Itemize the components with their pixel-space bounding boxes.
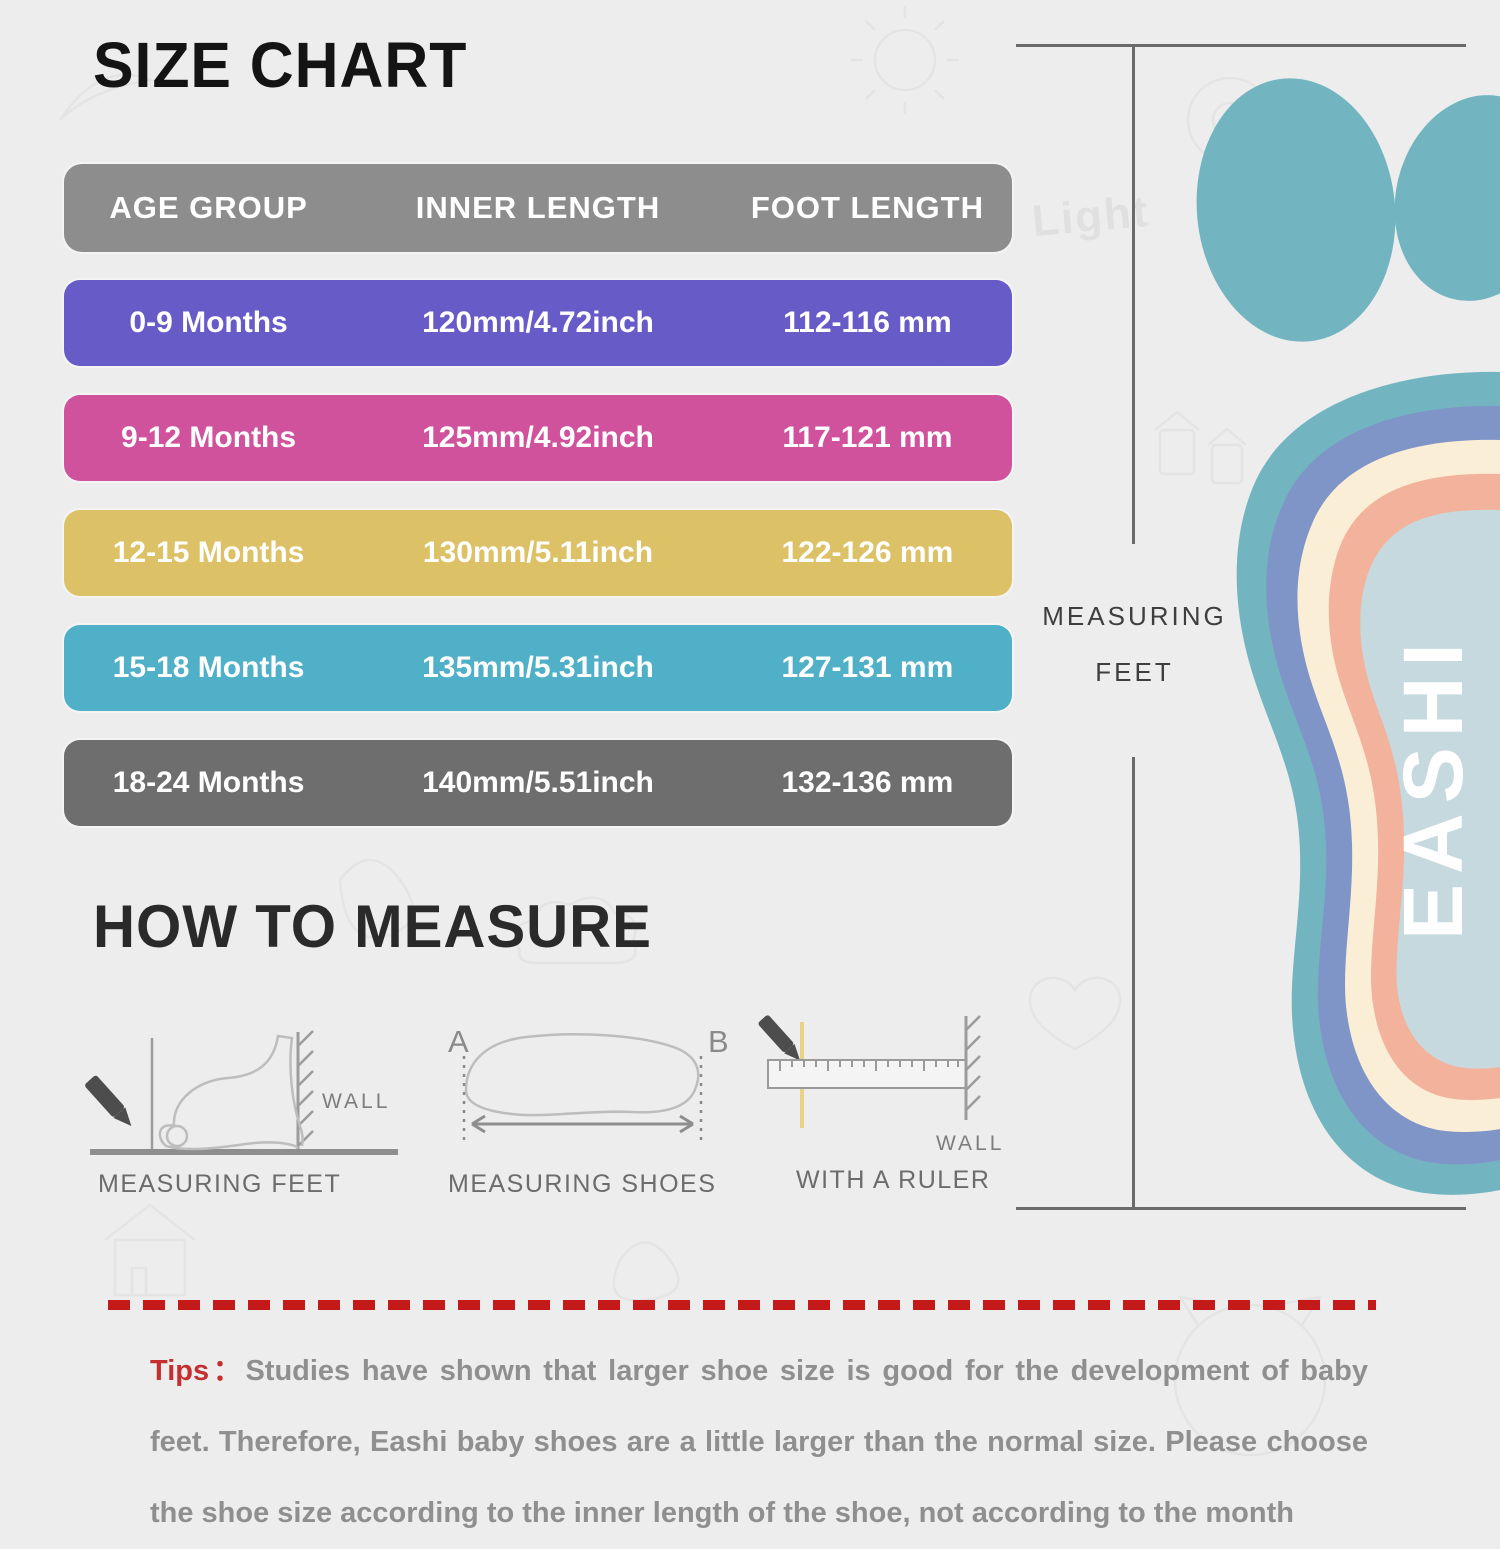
cell-foot: 132-136 mm xyxy=(781,766,954,799)
bracket-line-vertical-upper xyxy=(1132,44,1135,544)
measuring-feet-label: MEASURING FEET xyxy=(98,1170,341,1198)
point-b-label: B xyxy=(708,1024,729,1059)
table-row-18-24-months: 18-24 Months 140mm/5.51inch 132-136 mm xyxy=(64,740,1012,826)
pencil-icon xyxy=(758,1015,801,1061)
measurement-diagrams: WALL MEASURING FEET A B MEASURING SHOES … xyxy=(85,1015,1004,1198)
cell-foot: 117-121 mm xyxy=(782,421,953,454)
side-annotation-line2: FEET xyxy=(1095,657,1174,687)
dashed-divider xyxy=(108,1300,1376,1310)
cell-foot: 127-131 mm xyxy=(781,651,954,684)
big-toe-shape xyxy=(1196,78,1396,342)
how-to-measure-title: HOW TO MEASURE xyxy=(93,893,652,960)
bracket-line-bottom xyxy=(1016,1207,1466,1210)
cell-inner: 120mm/4.72inch xyxy=(422,306,654,339)
cell-age: 9-12 Months xyxy=(121,421,297,454)
column-header-age-group: AGE GROUP xyxy=(109,190,308,225)
ruler-diagram: WALL WITH A RULER xyxy=(758,1015,1004,1194)
measuring-shoes-label: MEASURING SHOES xyxy=(448,1170,716,1198)
length-arrow xyxy=(471,1114,694,1134)
brand-logo: EASHI xyxy=(1386,633,1480,940)
shoe-sole-outline xyxy=(464,1033,700,1117)
table-row-9-12-months: 9-12 Months 125mm/4.92inch 117-121 mm xyxy=(64,395,1012,481)
tips-paragraph: Tips：Studies have shown that larger shoe… xyxy=(150,1336,1368,1549)
tips-label: Tips： xyxy=(150,1355,246,1387)
cell-inner: 140mm/5.51inch xyxy=(422,766,654,799)
wall-label-ruler: WALL xyxy=(936,1132,1004,1155)
size-table: AGE GROUP INNER LENGTH FOOT LENGTH 0-9 M… xyxy=(64,164,1012,855)
table-row-12-15-months: 12-15 Months 130mm/5.11inch 122-126 mm xyxy=(64,510,1012,596)
measuring-shoes-diagram: A B MEASURING SHOES xyxy=(448,1024,729,1198)
with-a-ruler-label: WITH A RULER xyxy=(796,1166,990,1194)
footprint-graphic: EASHI xyxy=(1196,78,1500,1195)
cell-age: 0-9 Months xyxy=(129,306,288,339)
table-row-15-18-months: 15-18 Months 135mm/5.31inch 127-131 mm xyxy=(64,625,1012,711)
pencil-icon xyxy=(85,1075,132,1126)
cell-age: 12-15 Months xyxy=(112,536,305,569)
cell-inner: 135mm/5.31inch xyxy=(422,651,654,684)
cell-age: 15-18 Months xyxy=(112,651,305,684)
size-chart-infographic: { "title": "SIZE CHART", "doodle_word": … xyxy=(64,29,1500,1529)
bracket-line-vertical-lower xyxy=(1132,757,1135,1209)
wall-label-feet: WALL xyxy=(322,1090,390,1113)
cell-inner: 125mm/4.92inch xyxy=(422,421,654,454)
cell-foot: 122-126 mm xyxy=(781,536,954,569)
side-annotation-line1: MEASURING xyxy=(1042,601,1227,631)
column-header-foot-length: FOOT LENGTH xyxy=(750,190,984,225)
tips-text: Studies have shown that larger shoe size… xyxy=(150,1355,1368,1529)
size-table-header: AGE GROUP INNER LENGTH FOOT LENGTH xyxy=(64,164,1012,252)
foot-outline xyxy=(158,1034,304,1151)
cell-inner: 130mm/5.11inch xyxy=(422,536,654,569)
column-header-inner-length: INNER LENGTH xyxy=(415,190,661,225)
second-toe-shape xyxy=(1394,95,1500,301)
table-row-0-9-months: 0-9 Months 120mm/4.72inch 112-116 mm xyxy=(64,280,1012,366)
side-annotation: MEASURING FEET xyxy=(1037,588,1232,700)
bracket-line-top xyxy=(1016,44,1466,47)
cell-age: 18-24 Months xyxy=(112,766,305,799)
page-title: SIZE CHART xyxy=(93,29,468,101)
foot-layer-inner xyxy=(1360,509,1500,1069)
measuring-feet-diagram: WALL MEASURING FEET xyxy=(85,1030,398,1198)
cell-foot: 112-116 mm xyxy=(783,306,952,339)
point-a-label: A xyxy=(448,1024,469,1059)
ruler xyxy=(767,1059,967,1089)
